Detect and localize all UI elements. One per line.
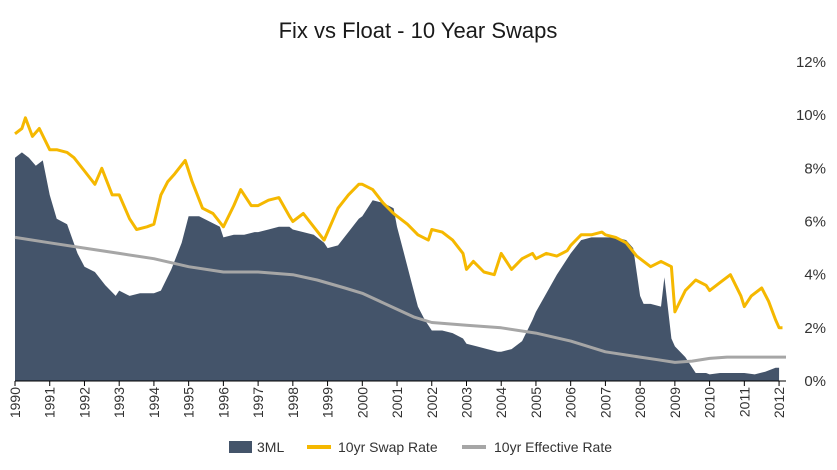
y-tick-label: 0% xyxy=(804,373,826,390)
x-tick-label: 1993 xyxy=(111,387,127,418)
chart-title: Fix vs Float - 10 Year Swaps xyxy=(279,18,558,43)
x-tick-label: 1998 xyxy=(285,387,301,418)
legend-swatch-3ml xyxy=(229,441,252,453)
x-tick-label: 2004 xyxy=(493,387,509,418)
3ml-area-layer xyxy=(15,152,780,381)
x-tick-marks xyxy=(14,381,780,386)
y-tick-label: 6% xyxy=(804,214,826,231)
y-tick-labels: 0% 2% 4% 6% 8% 10% 12% xyxy=(796,54,826,390)
x-tick-label: 2006 xyxy=(563,387,579,418)
x-tick-label: 2002 xyxy=(424,387,440,418)
line-layer xyxy=(14,116,786,364)
x-tick-label: 2005 xyxy=(528,387,544,418)
x-tick-label: 2011 xyxy=(736,387,752,417)
x-tick-label: 1997 xyxy=(250,387,266,418)
y-tick-label: 12% xyxy=(796,54,826,71)
y-tick-label: 8% xyxy=(804,160,826,177)
series-line-10yr-swap-rate xyxy=(14,116,783,330)
legend: 3ML 10yr Swap Rate 10yr Effective Rate xyxy=(229,439,612,455)
series-area-3ml xyxy=(15,152,780,381)
legend-item-3ml: 3ML xyxy=(229,439,284,455)
legend-label-10yr-swap-rate: 10yr Swap Rate xyxy=(338,439,438,455)
legend-label-3ml: 3ML xyxy=(257,439,284,455)
legend-label-10yr-effective-rate: 10yr Effective Rate xyxy=(494,439,612,455)
x-tick-label: 1992 xyxy=(77,387,93,418)
x-tick-label: 1999 xyxy=(320,387,336,418)
legend-item-10yr-effective-rate: 10yr Effective Rate xyxy=(462,439,612,455)
x-tick-label: 1991 xyxy=(42,387,58,418)
x-tick-label: 1995 xyxy=(181,387,197,418)
y-tick-label: 2% xyxy=(804,320,826,337)
x-tick-label: 2007 xyxy=(597,387,613,418)
x-tick-label: 2003 xyxy=(459,387,475,418)
x-tick-label: 2000 xyxy=(354,387,370,418)
x-tick-labels: 1990 1991 1992 1993 1994 1995 1996 1997 1998 1999… xyxy=(7,387,787,418)
x-tick-label: 2001 xyxy=(389,387,405,418)
y-tick-label: 4% xyxy=(804,267,826,284)
series-line-10yr-effective-rate xyxy=(14,235,786,364)
x-tick-label: 1996 xyxy=(215,387,231,418)
x-tick-label: 1990 xyxy=(7,387,23,418)
x-tick-label: 2010 xyxy=(702,387,718,418)
x-tick-label: 1994 xyxy=(146,387,162,418)
x-tick-label: 2008 xyxy=(632,387,648,418)
x-tick-label: 2009 xyxy=(667,387,683,418)
legend-item-10yr-swap-rate: 10yr Swap Rate xyxy=(307,439,438,455)
x-tick-label: 2012 xyxy=(771,387,787,418)
y-tick-label: 10% xyxy=(796,107,826,124)
